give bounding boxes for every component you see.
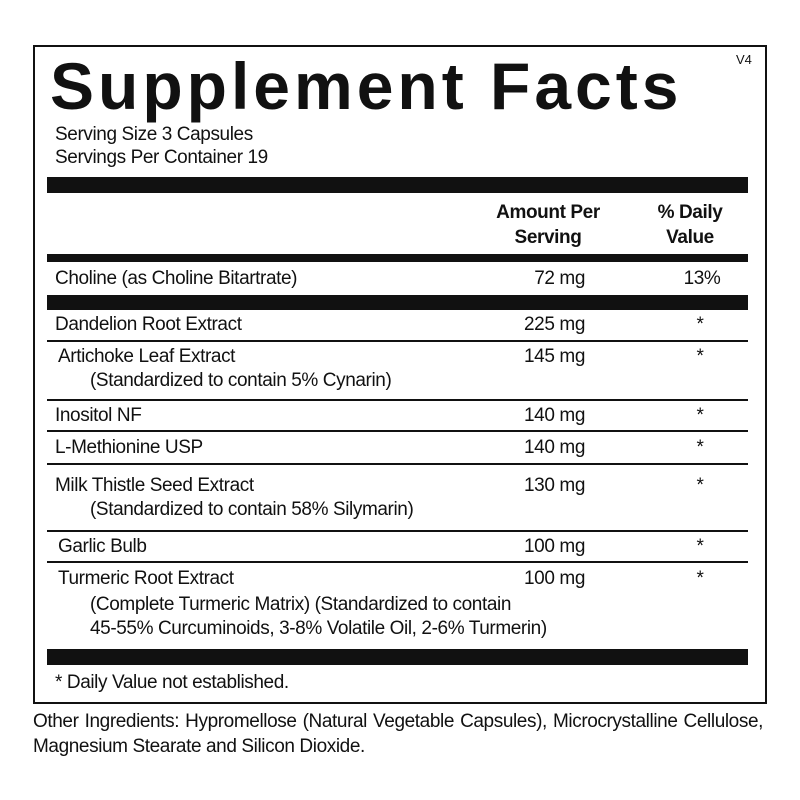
ingredient-name: Inositol NF: [55, 405, 142, 426]
ingredient-note: (Standardized to contain 58% Silymarin): [90, 499, 414, 520]
row-divider: [47, 463, 748, 465]
panel-title: Supplement Facts: [50, 49, 683, 123]
footnote: * Daily Value not established.: [55, 672, 289, 693]
dv-header-line: Value: [666, 227, 714, 248]
thick-divider: [47, 649, 748, 665]
medium-divider: [47, 254, 748, 262]
row-divider: [47, 530, 748, 532]
thick-divider: [47, 177, 748, 193]
ingredient-note: (Complete Turmeric Matrix) (Standardized…: [90, 594, 511, 615]
ingredient-amount: 140 mg: [524, 405, 585, 426]
ingredient-note: (Standardized to contain 5% Cynarin): [90, 370, 392, 391]
ingredient-name: Turmeric Root Extract: [58, 568, 234, 589]
version-label: V4: [736, 52, 752, 67]
serving-size: Serving Size 3 Capsules: [55, 124, 253, 145]
other-ingredients: Other Ingredients: Hypromellose (Natural…: [33, 711, 763, 757]
row-divider: [47, 399, 748, 401]
amount-header-line: Serving: [514, 227, 582, 248]
choline-name: Choline (as Choline Bitartrate): [55, 268, 298, 289]
supplement-facts-panel: [33, 45, 767, 704]
ingredient-amount: 130 mg: [524, 475, 585, 496]
ingredient-dv: *: [696, 475, 704, 496]
ingredient-name: Garlic Bulb: [58, 536, 147, 557]
ingredient-dv: *: [696, 536, 704, 557]
ingredient-dv: *: [696, 568, 704, 589]
dv-header-line: % Daily: [657, 202, 723, 223]
ingredient-amount: 100 mg: [524, 568, 585, 589]
row-divider: [47, 430, 748, 432]
row-divider: [47, 340, 748, 342]
amount-header: Amount Per Serving: [478, 200, 618, 250]
ingredient-dv: *: [696, 405, 704, 426]
ingredient-amount: 140 mg: [524, 437, 585, 458]
ingredient-dv: *: [696, 437, 704, 458]
ingredient-name: Artichoke Leaf Extract: [58, 346, 236, 367]
daily-value-header: % Daily Value: [650, 200, 730, 250]
ingredient-dv: *: [696, 346, 704, 367]
ingredient-note: 45-55% Curcuminoids, 3-8% Volatile Oil, …: [90, 618, 547, 639]
thick-divider: [47, 295, 748, 310]
ingredient-name: Milk Thistle Seed Extract: [55, 475, 254, 496]
ingredient-dv: *: [696, 314, 704, 335]
ingredient-name: Dandelion Root Extract: [55, 314, 242, 335]
row-divider: [47, 561, 748, 563]
ingredient-name: L-Methionine USP: [55, 437, 203, 458]
choline-amount: 72 mg: [534, 268, 585, 289]
choline-dv: 13%: [683, 268, 721, 289]
ingredient-amount: 100 mg: [524, 536, 585, 557]
amount-header-line: Amount Per: [496, 202, 600, 223]
ingredient-amount: 145 mg: [524, 346, 585, 367]
ingredient-amount: 225 mg: [524, 314, 585, 335]
servings-per-container: Servings Per Container 19: [55, 147, 268, 168]
